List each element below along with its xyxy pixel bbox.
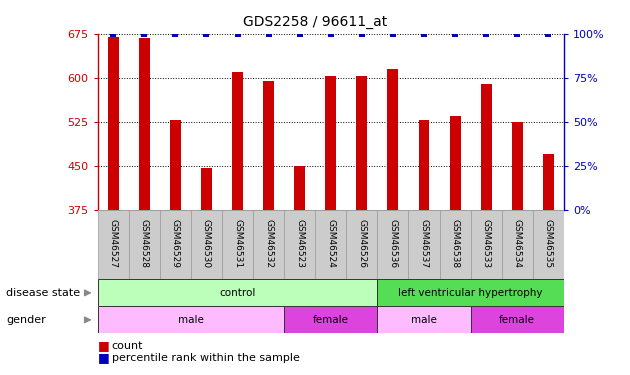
Text: ■: ■ (98, 351, 110, 364)
Text: GSM46531: GSM46531 (233, 219, 242, 268)
Text: GSM46523: GSM46523 (295, 219, 304, 268)
Text: control: control (219, 288, 256, 298)
Bar (377, 210, 408, 279)
Text: GSM46534: GSM46534 (513, 219, 522, 268)
Bar (450, 116, 461, 210)
Text: female: female (312, 315, 349, 325)
Bar (139, 38, 150, 210)
Text: disease state: disease state (6, 288, 81, 298)
Text: GSM46535: GSM46535 (544, 219, 553, 268)
Bar (418, 120, 430, 210)
Bar (440, 210, 471, 279)
Bar (325, 76, 336, 210)
Text: GDS2258 / 96611_at: GDS2258 / 96611_at (243, 15, 387, 29)
Bar (170, 120, 181, 210)
Bar (346, 210, 377, 279)
Bar (222, 210, 253, 279)
Bar (129, 210, 160, 279)
Bar (357, 76, 367, 210)
Text: GSM46530: GSM46530 (202, 219, 211, 268)
Text: gender: gender (6, 315, 46, 325)
Text: GSM46538: GSM46538 (450, 219, 459, 268)
Text: count: count (112, 341, 143, 351)
Bar (284, 210, 315, 279)
Text: male: male (411, 315, 437, 325)
Bar (408, 210, 440, 279)
Bar (315, 210, 346, 279)
Bar (512, 122, 523, 210)
Bar (481, 84, 491, 210)
Bar (533, 210, 564, 279)
Bar (501, 210, 533, 279)
Text: female: female (499, 315, 536, 325)
Bar (377, 279, 564, 306)
Bar (191, 210, 222, 279)
Bar (160, 210, 191, 279)
Bar (253, 210, 284, 279)
Bar (108, 37, 118, 210)
Bar (98, 306, 284, 333)
Bar (201, 168, 212, 210)
Text: GSM46536: GSM46536 (389, 219, 398, 268)
Bar (98, 210, 129, 279)
Bar (294, 166, 305, 210)
Text: left ventricular hypertrophy: left ventricular hypertrophy (398, 288, 543, 298)
Bar (471, 210, 501, 279)
Bar (543, 154, 554, 210)
Text: GSM46528: GSM46528 (140, 219, 149, 268)
Bar (377, 306, 471, 333)
Bar (284, 306, 377, 333)
Text: male: male (178, 315, 204, 325)
Bar (387, 69, 398, 210)
Text: percentile rank within the sample: percentile rank within the sample (112, 353, 299, 363)
Text: GSM46527: GSM46527 (109, 219, 118, 268)
Bar (471, 306, 564, 333)
Text: ■: ■ (98, 339, 110, 352)
Text: GSM46532: GSM46532 (264, 219, 273, 268)
Text: GSM46529: GSM46529 (171, 219, 180, 268)
Bar (98, 279, 377, 306)
Text: GSM46537: GSM46537 (420, 219, 428, 268)
Text: GSM46526: GSM46526 (357, 219, 366, 268)
Bar (232, 72, 243, 210)
Text: GSM46533: GSM46533 (482, 219, 491, 268)
Text: GSM46524: GSM46524 (326, 219, 335, 268)
Bar (263, 81, 274, 210)
